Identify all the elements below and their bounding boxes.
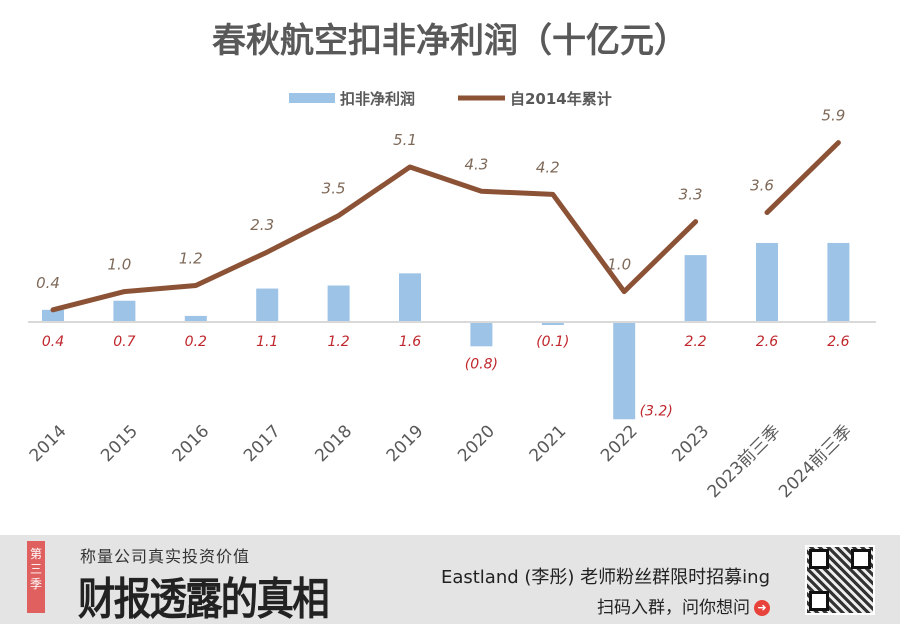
cumulative-line xyxy=(764,140,841,216)
line-data-label: 3.3 xyxy=(679,186,703,204)
legend-bar-label: 扣非净利润 xyxy=(340,90,415,108)
line-data-label: 1.0 xyxy=(107,256,131,274)
bar-data-label: 0.2 xyxy=(185,334,207,350)
bar xyxy=(827,242,850,322)
bar xyxy=(184,315,207,322)
legend: 扣非净利润 自2014年累计 xyxy=(289,90,612,108)
x-tick-label: 2014 xyxy=(26,421,71,466)
x-tick-label: 2024前三季 xyxy=(775,421,856,502)
x-tick-label: 2018 xyxy=(311,421,356,466)
bar xyxy=(327,285,350,322)
x-tick-label: 2019 xyxy=(383,421,428,466)
x-tick-label: 2023前三季 xyxy=(704,421,785,502)
line-data-label: 4.3 xyxy=(464,155,488,173)
bar-data-label: 1.2 xyxy=(327,334,349,350)
x-tick-label: 2022 xyxy=(597,421,642,466)
qr-finder xyxy=(809,591,829,611)
legend-line-label: 自2014年累计 xyxy=(510,90,612,108)
bar-data-label: 0.7 xyxy=(113,334,135,350)
chart: 春秋航空扣非净利润（十亿元） 扣非净利润 自2014年累计 0.4 0.7 0.2 1… xyxy=(26,21,876,502)
brand-title: 财报透露的真相 xyxy=(78,574,330,625)
bar-data-label: 2.6 xyxy=(756,334,778,350)
x-tick-label: 2015 xyxy=(97,421,142,466)
line-data-label: 5.9 xyxy=(821,107,845,125)
line-data-label: 4.2 xyxy=(536,158,560,176)
bar xyxy=(399,273,421,322)
x-tick-label: 2021 xyxy=(526,421,571,466)
cumulative-line xyxy=(50,164,699,313)
bar xyxy=(113,300,136,322)
cta-link[interactable]: 扫码入群，问你想问 ➜ xyxy=(597,593,770,618)
line-data-label: 1.2 xyxy=(179,250,203,268)
bar-data-label: 2.2 xyxy=(684,334,706,350)
arrow-right-icon: ➜ xyxy=(754,600,770,616)
x-tick-label: 2016 xyxy=(169,421,214,466)
bar-data-label: (0.1) xyxy=(536,334,569,350)
season-tag: 第三季 xyxy=(27,541,45,613)
bar xyxy=(613,322,636,420)
qr-finder xyxy=(809,549,829,569)
line-data-label: 2.3 xyxy=(250,216,274,234)
bar-data-label: (3.2) xyxy=(640,403,673,419)
footer-banner: 第三季 称量公司真实投资价值 财报透露的真相 Eastland (李彤) 老师粉… xyxy=(0,535,900,625)
line-data-label: 1.0 xyxy=(607,256,631,274)
bar-data-label: 1.1 xyxy=(256,334,278,350)
x-tick-label: 2017 xyxy=(240,421,285,466)
bar xyxy=(42,309,64,322)
bar-data-label: 0.4 xyxy=(42,334,64,350)
slogan: 称量公司真实投资价值 xyxy=(80,547,251,566)
line-data-label: 0.4 xyxy=(36,274,60,292)
bar xyxy=(470,322,493,347)
bar xyxy=(541,322,564,326)
x-tick-label: 2020 xyxy=(454,421,499,466)
line-data-label: 3.6 xyxy=(750,177,774,195)
line-data-label: 5.1 xyxy=(393,131,417,149)
cta-text: 扫码入群，问你想问 xyxy=(597,598,750,618)
chart-title: 春秋航空扣非净利润（十亿元） xyxy=(212,21,688,61)
qr-code[interactable] xyxy=(805,545,875,615)
legend-bar-swatch xyxy=(289,93,335,103)
bar-data-label: 1.6 xyxy=(399,334,421,350)
x-tick-label: 2023 xyxy=(668,421,713,466)
bar xyxy=(684,255,707,322)
bar-data-label: 2.6 xyxy=(827,334,849,350)
qr-finder xyxy=(851,549,871,569)
bar xyxy=(756,242,778,322)
promo-text: Eastland (李彤) 老师粉丝群限时招募ing xyxy=(440,567,770,588)
line-data-label: 3.5 xyxy=(322,180,346,198)
bar-data-label: (0.8) xyxy=(465,356,498,372)
bar xyxy=(256,288,279,322)
